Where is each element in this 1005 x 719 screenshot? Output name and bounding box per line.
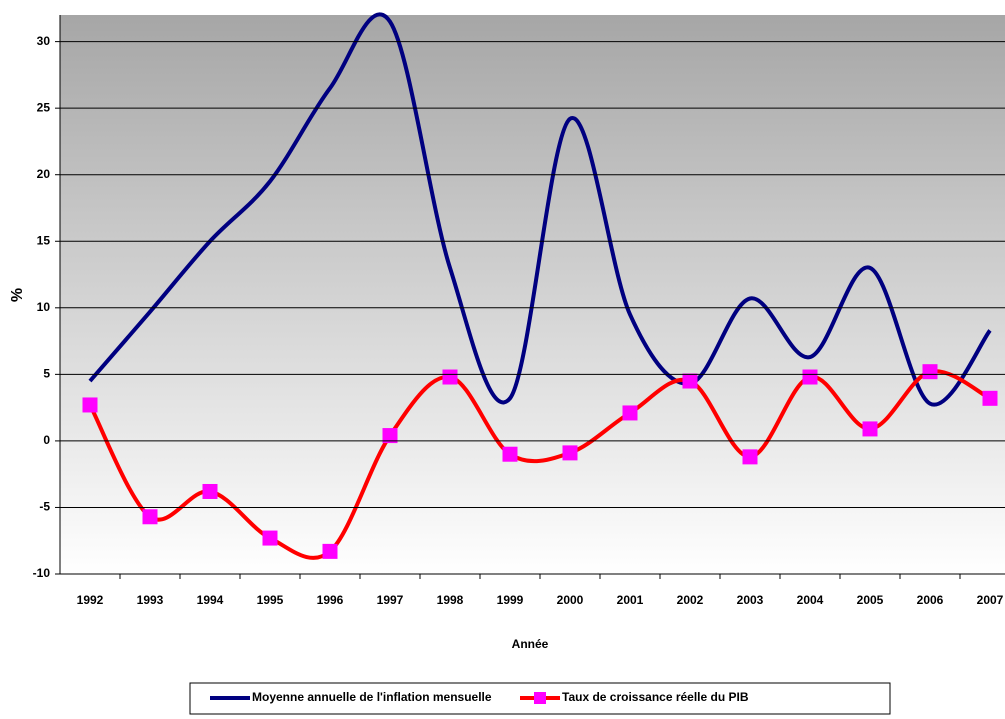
x-tick-label: 2002 [677,593,704,607]
x-tick-label: 2006 [917,593,944,607]
marker [682,373,698,389]
marker [322,543,338,559]
marker [802,369,818,385]
y-tick-label: 10 [37,300,51,314]
marker [442,369,458,385]
marker [202,483,218,499]
legend-marker [534,692,546,704]
x-tick-label: 1996 [317,593,344,607]
series-line [88,369,991,560]
marker [262,530,278,546]
marker [862,421,878,437]
x-tick-label: 1992 [77,593,104,607]
y-tick-label: 5 [43,367,50,381]
x-tick-label: 2005 [857,593,884,607]
legend-label: Moyenne annuelle de l'inflation mensuell… [252,690,492,704]
x-axis-label: Année [512,637,549,651]
marker [382,428,398,444]
y-axis-label: % [9,288,26,302]
x-tick-label: 1999 [497,593,524,607]
x-tick-label: 2003 [737,593,764,607]
y-tick-label: 20 [37,167,51,181]
y-tick-label: -5 [39,500,50,514]
x-tick-label: 1994 [197,593,224,607]
marker [922,364,938,380]
x-tick-label: 1997 [377,593,404,607]
x-tick-label: 2001 [617,593,644,607]
y-tick-label: 30 [37,34,51,48]
legend-label: Taux de croissance réelle du PIB [562,690,749,704]
y-tick-label: 25 [37,100,51,114]
marker [742,449,758,465]
y-tick-label: 15 [37,233,51,247]
x-tick-label: 1995 [257,593,284,607]
marker [502,446,518,462]
marker [562,445,578,461]
y-tick-label: 0 [43,433,50,447]
marker [622,405,638,421]
x-tick-label: 1993 [137,593,164,607]
marker [82,397,98,413]
x-tick-label: 2000 [557,593,584,607]
marker [142,509,158,525]
x-tick-label: 2004 [797,593,824,607]
x-tick-label: 1998 [437,593,464,607]
y-tick-label: -10 [33,566,51,580]
x-tick-label: 2007 [977,593,1004,607]
series-line [88,12,992,407]
marker [982,390,998,406]
plot [82,12,998,560]
